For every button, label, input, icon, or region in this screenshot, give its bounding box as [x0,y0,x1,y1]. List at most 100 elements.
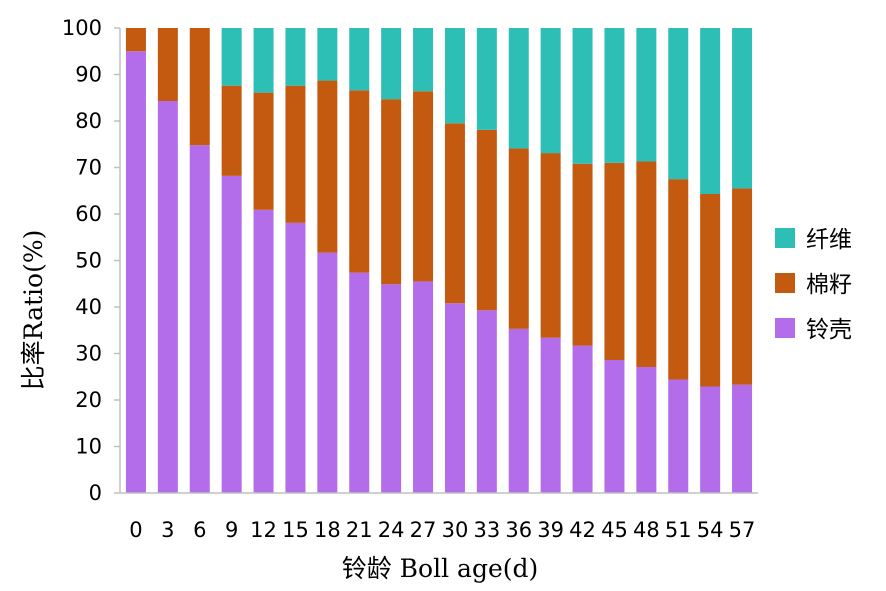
x-tick-label-39: 39 [537,518,564,542]
bar-segment-12-series-2 [253,28,274,93]
bar-segment-39-series-2 [540,28,561,154]
legend-label-1: 棉籽 [806,272,852,298]
x-tick-label-30: 30 [442,518,469,542]
y-tick-label-10: 10 [75,435,102,459]
x-tick-label-57: 57 [729,518,756,542]
y-tick-label-50: 50 [75,249,102,273]
bar-segment-30-series-1 [444,123,465,304]
x-tick-label-24: 24 [378,518,405,542]
bar-segment-57-series-2 [732,28,753,189]
bar-segment-6-series-0 [189,145,210,493]
bar-segment-33-series-0 [476,310,497,493]
x-tick-label-36: 36 [505,518,532,542]
bar-segment-51-series-0 [668,379,689,493]
bar-segment-27-series-1 [413,91,434,282]
bar-segment-27-series-0 [413,281,434,493]
y-tick-label-40: 40 [75,295,102,319]
axes-group [114,27,758,494]
bar-segment-3-series-1 [157,28,178,101]
bar-segment-54-series-1 [700,194,721,387]
bar-segment-27-series-2 [413,28,434,92]
bar-segment-15-series-1 [285,85,306,223]
x-tick-label-18: 18 [314,518,341,542]
bar-segment-15-series-2 [285,28,306,86]
bar-segment-12-series-1 [253,92,274,210]
x-axis-title: 铃龄 Boll age(d) [342,554,539,583]
y-tick-label-20: 20 [75,388,102,412]
bar-segment-21-series-1 [349,90,370,273]
x-tick-label-9: 9 [225,518,238,542]
legend-label-0: 纤维 [806,227,852,253]
bar-segment-57-series-1 [732,188,753,385]
x-tick-label-48: 48 [633,518,660,542]
bar-segment-21-series-0 [349,272,370,493]
bar-segment-42-series-0 [572,345,593,493]
y-tick-label-60: 60 [75,202,102,226]
bar-segment-48-series-1 [636,161,657,367]
bar-segment-51-series-1 [668,179,689,380]
x-tick-label-45: 45 [601,518,628,542]
y-tick-label-30: 30 [75,342,102,366]
bar-segment-30-series-2 [444,28,465,124]
bar-segment-42-series-2 [572,28,593,164]
bar-segment-45-series-0 [604,360,625,493]
y-tick-label-70: 70 [75,156,102,180]
bar-segment-12-series-0 [253,209,274,493]
y-axis-title: 比率Ratio(%) [19,230,48,391]
bar-segment-18-series-1 [317,80,338,253]
bar-segment-33-series-2 [476,28,497,130]
x-tick-labels: 0 3 6 9 12 15 18 21 24 27 30 33 36 39 42 45 48 51 54 57 [129,518,755,542]
bar-segment-51-series-2 [668,28,689,180]
y-tick-label-100: 100 [62,16,102,40]
legend-swatch-2 [775,318,795,338]
bar-segment-15-series-0 [285,222,306,493]
bar-segment-39-series-1 [540,153,561,338]
x-tick-label-12: 12 [250,518,277,542]
bar-segment-9-series-0 [221,175,242,493]
bar-segment-45-series-1 [604,162,625,361]
bar-segment-48-series-0 [636,366,657,493]
bar-segment-36-series-0 [508,328,529,493]
bar-segment-6-series-1 [189,28,210,146]
bar-segment-3-series-0 [157,101,178,493]
x-tick-label-6: 6 [193,518,206,542]
bar-segment-36-series-2 [508,28,529,149]
x-tick-label-21: 21 [346,518,373,542]
y-tick-label-90: 90 [75,63,102,87]
x-tick-label-33: 33 [473,518,500,542]
bar-segment-9-series-2 [221,28,242,86]
bar-segment-0-series-0 [125,51,146,493]
legend-swatch-1 [775,273,795,293]
x-tick-label-3: 3 [161,518,174,542]
x-tick-label-54: 54 [697,518,724,542]
bar-segment-45-series-2 [604,28,625,163]
bar-segment-21-series-2 [349,28,370,91]
bar-segment-42-series-1 [572,163,593,346]
bar-segment-36-series-1 [508,148,529,329]
bar-segment-33-series-1 [476,129,497,311]
bar-segment-30-series-0 [444,303,465,493]
bar-segment-57-series-0 [732,384,753,493]
bar-segment-0-series-1 [125,28,146,52]
bar-segment-48-series-2 [636,28,657,162]
bar-segment-24-series-0 [381,284,402,493]
x-tick-label-42: 42 [569,518,596,542]
legend-label-2: 铃壳 [806,317,852,343]
y-tick-label-0: 0 [89,481,102,505]
bar-segment-9-series-1 [221,85,242,176]
bar-segment-18-series-2 [317,28,338,81]
x-tick-label-27: 27 [410,518,437,542]
bar-segment-39-series-0 [540,337,561,493]
y-tick-labels: 0 10 20 30 40 50 60 70 80 90 100 [62,16,102,505]
bar-segment-54-series-0 [700,386,721,493]
bar-segment-54-series-2 [700,28,721,194]
bars-group [125,28,753,493]
y-tick-label-80: 80 [75,109,102,133]
bar-segment-18-series-0 [317,252,338,493]
x-tick-label-51: 51 [665,518,692,542]
bar-segment-24-series-1 [381,99,402,285]
x-tick-label-0: 0 [129,518,142,542]
bar-segment-24-series-2 [381,28,402,100]
